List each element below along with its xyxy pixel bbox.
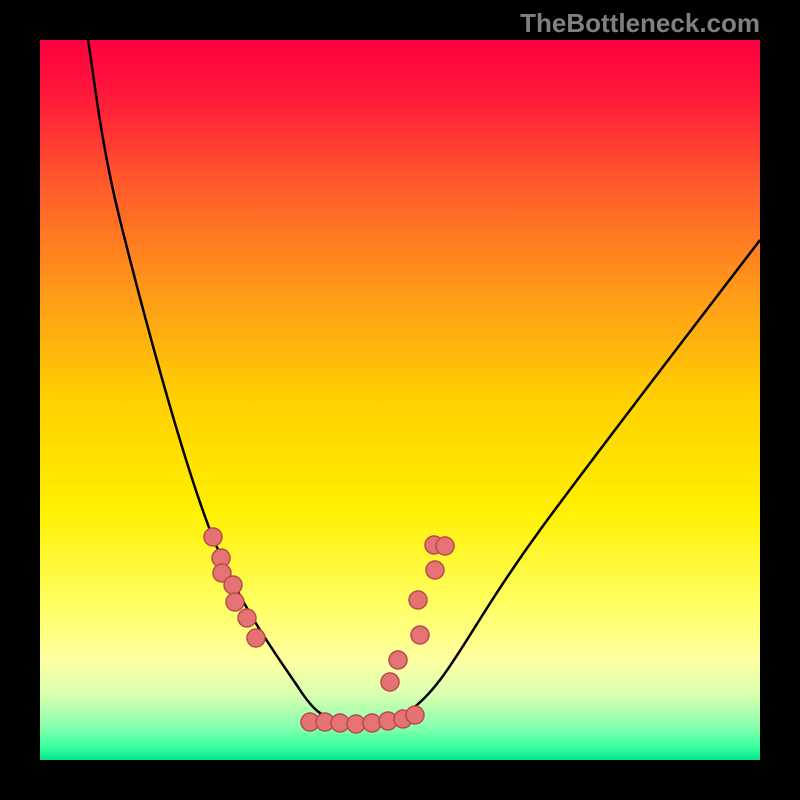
marker-group [204, 528, 454, 733]
marker-right [426, 561, 444, 579]
plot-area [40, 40, 760, 760]
curve-left [88, 40, 335, 720]
marker-right [409, 591, 427, 609]
marker-right [436, 537, 454, 555]
marker-bottom [363, 714, 381, 732]
marker-left [204, 528, 222, 546]
marker-left [226, 593, 244, 611]
marker-bottom [331, 714, 349, 732]
marker-bottom [347, 715, 365, 733]
marker-left [224, 576, 242, 594]
chart-stage: TheBottleneck.com [0, 0, 800, 800]
marker-right [389, 651, 407, 669]
watermark-text: TheBottleneck.com [520, 8, 760, 39]
marker-left [247, 629, 265, 647]
chart-overlay [40, 40, 760, 760]
marker-right [411, 626, 429, 644]
curve-right [395, 240, 760, 720]
marker-bottom [406, 706, 424, 724]
marker-left [238, 609, 256, 627]
marker-right [381, 673, 399, 691]
